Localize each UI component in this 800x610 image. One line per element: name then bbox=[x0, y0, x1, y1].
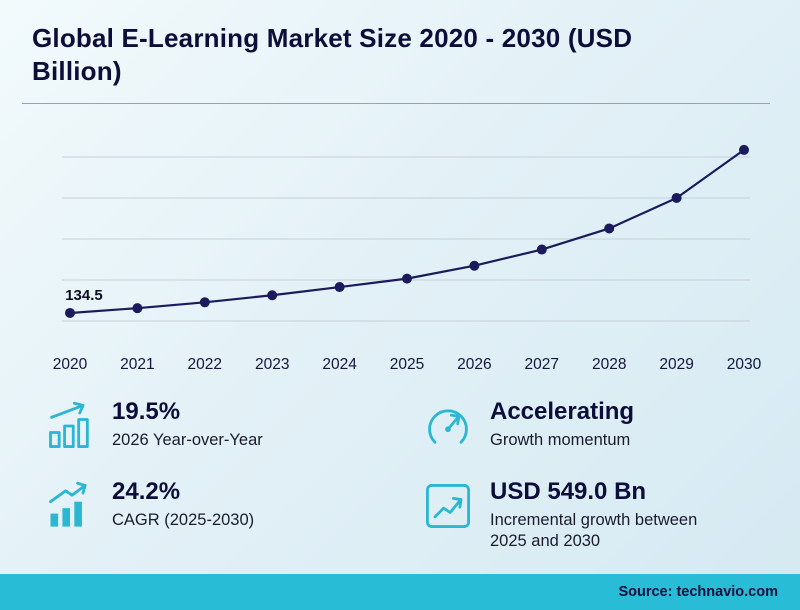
title-divider bbox=[22, 102, 770, 104]
stats-grid: 19.5% 2026 Year-over-Year Accelerating G… bbox=[0, 386, 800, 552]
svg-text:2024: 2024 bbox=[322, 356, 357, 373]
growth-bars-icon bbox=[44, 400, 96, 452]
stat-value-momentum: Accelerating bbox=[490, 397, 635, 425]
stat-label-cagr: CAGR (2025-2030) bbox=[112, 511, 255, 530]
svg-text:2026: 2026 bbox=[457, 356, 491, 373]
stat-label-yoy: 2026 Year-over-Year bbox=[112, 431, 263, 450]
source-attribution: Source: technavio.com bbox=[618, 584, 778, 600]
header: Global E-Learning Market Size 2020 - 203… bbox=[0, 0, 800, 104]
svg-text:2020: 2020 bbox=[53, 356, 88, 373]
svg-text:2029: 2029 bbox=[659, 356, 693, 373]
svg-text:2022: 2022 bbox=[188, 356, 222, 373]
stat-value-yoy: 19.5% bbox=[112, 397, 181, 425]
market-line-chart: 2020 2021 2022 2023 2024 2025 2026 2027 2028 2029… bbox=[53, 144, 762, 373]
stat-text: Accelerating Growth momentum bbox=[490, 398, 634, 451]
stat-text: 24.2% CAGR (2025-2030) bbox=[112, 478, 254, 531]
svg-text:2025: 2025 bbox=[390, 356, 424, 373]
stat-label-momentum: Growth momentum bbox=[490, 431, 631, 450]
svg-text:2021: 2021 bbox=[120, 356, 154, 373]
svg-text:2027: 2027 bbox=[525, 356, 559, 373]
footer-bar: Source: technavio.com bbox=[0, 574, 800, 610]
stat-value-cagr: 24.2% bbox=[112, 477, 181, 505]
stat-cagr: 24.2% CAGR (2025-2030) bbox=[44, 478, 392, 552]
stat-text: 19.5% 2026 Year-over-Year bbox=[112, 398, 263, 451]
svg-text:2023: 2023 bbox=[255, 356, 289, 373]
svg-text:134.5: 134.5 bbox=[65, 286, 103, 303]
chart-box-icon bbox=[422, 480, 474, 532]
page-title: Global E-Learning Market Size 2020 - 203… bbox=[32, 23, 633, 87]
stat-incremental-growth: USD 549.0 Bn Incremental growth between … bbox=[422, 478, 770, 552]
svg-text:2028: 2028 bbox=[592, 356, 626, 373]
stat-momentum: Accelerating Growth momentum bbox=[422, 398, 770, 452]
chart-area: 2020 2021 2022 2023 2024 2025 2026 2027 2028 2029… bbox=[0, 106, 800, 386]
svg-text:2030: 2030 bbox=[727, 356, 762, 373]
stat-label-incremental: Incremental growth between 2025 and 2030 bbox=[490, 511, 698, 550]
stat-yoy-growth: 19.5% 2026 Year-over-Year bbox=[44, 398, 392, 452]
stat-text: USD 549.0 Bn Incremental growth between … bbox=[490, 478, 720, 552]
gauge-icon bbox=[422, 400, 474, 452]
stat-value-incremental: USD 549.0 Bn bbox=[490, 477, 647, 505]
cagr-bars-icon bbox=[44, 480, 96, 532]
